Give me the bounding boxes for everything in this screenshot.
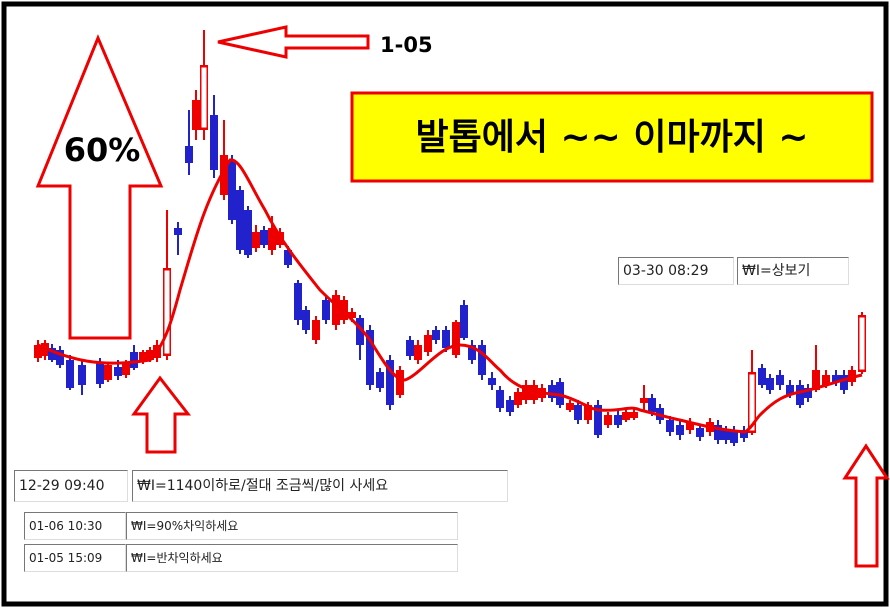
headline-box [350, 91, 874, 183]
note-text: ₩I=1140이하로/절대 조금씩/많이 사세요 [132, 470, 508, 502]
note-text: ₩I=반차익하세요 [126, 544, 458, 572]
note-time: 01-05 15:09 [24, 544, 126, 572]
note-time: 12-29 09:40 [14, 470, 128, 502]
hollow-candles [163, 66, 866, 432]
note-text: ₩I=상보기 [737, 257, 849, 285]
note-time: 03-30 08:29 [618, 257, 734, 285]
rise-label: 60% [64, 131, 141, 169]
headline: 발톱에서 ~~ 이마까지 ~ [415, 117, 808, 158]
note-text: ₩I=90%차익하세요 [126, 512, 458, 540]
moving-average [37, 158, 863, 434]
note-time: 01-06 10:30 [24, 512, 126, 540]
peak-label: 1-05 [380, 33, 433, 57]
arrows [35, 25, 890, 568]
